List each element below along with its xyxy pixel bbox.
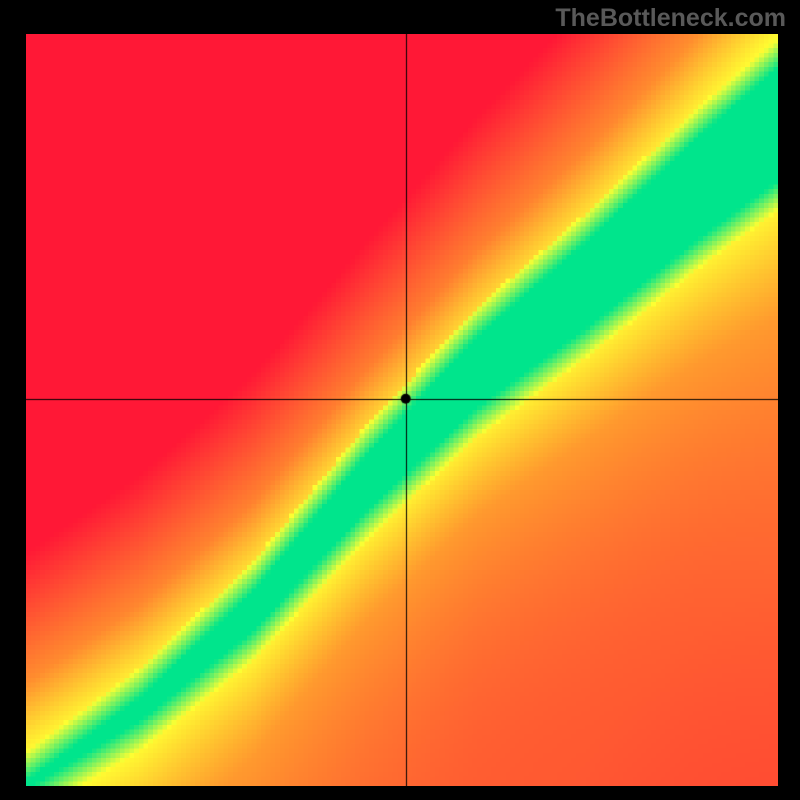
bottleneck-heatmap bbox=[26, 34, 778, 786]
watermark-text: TheBottleneck.com bbox=[555, 4, 786, 33]
chart-container: { "watermark": { "text": "TheBottleneck.… bbox=[0, 0, 800, 800]
